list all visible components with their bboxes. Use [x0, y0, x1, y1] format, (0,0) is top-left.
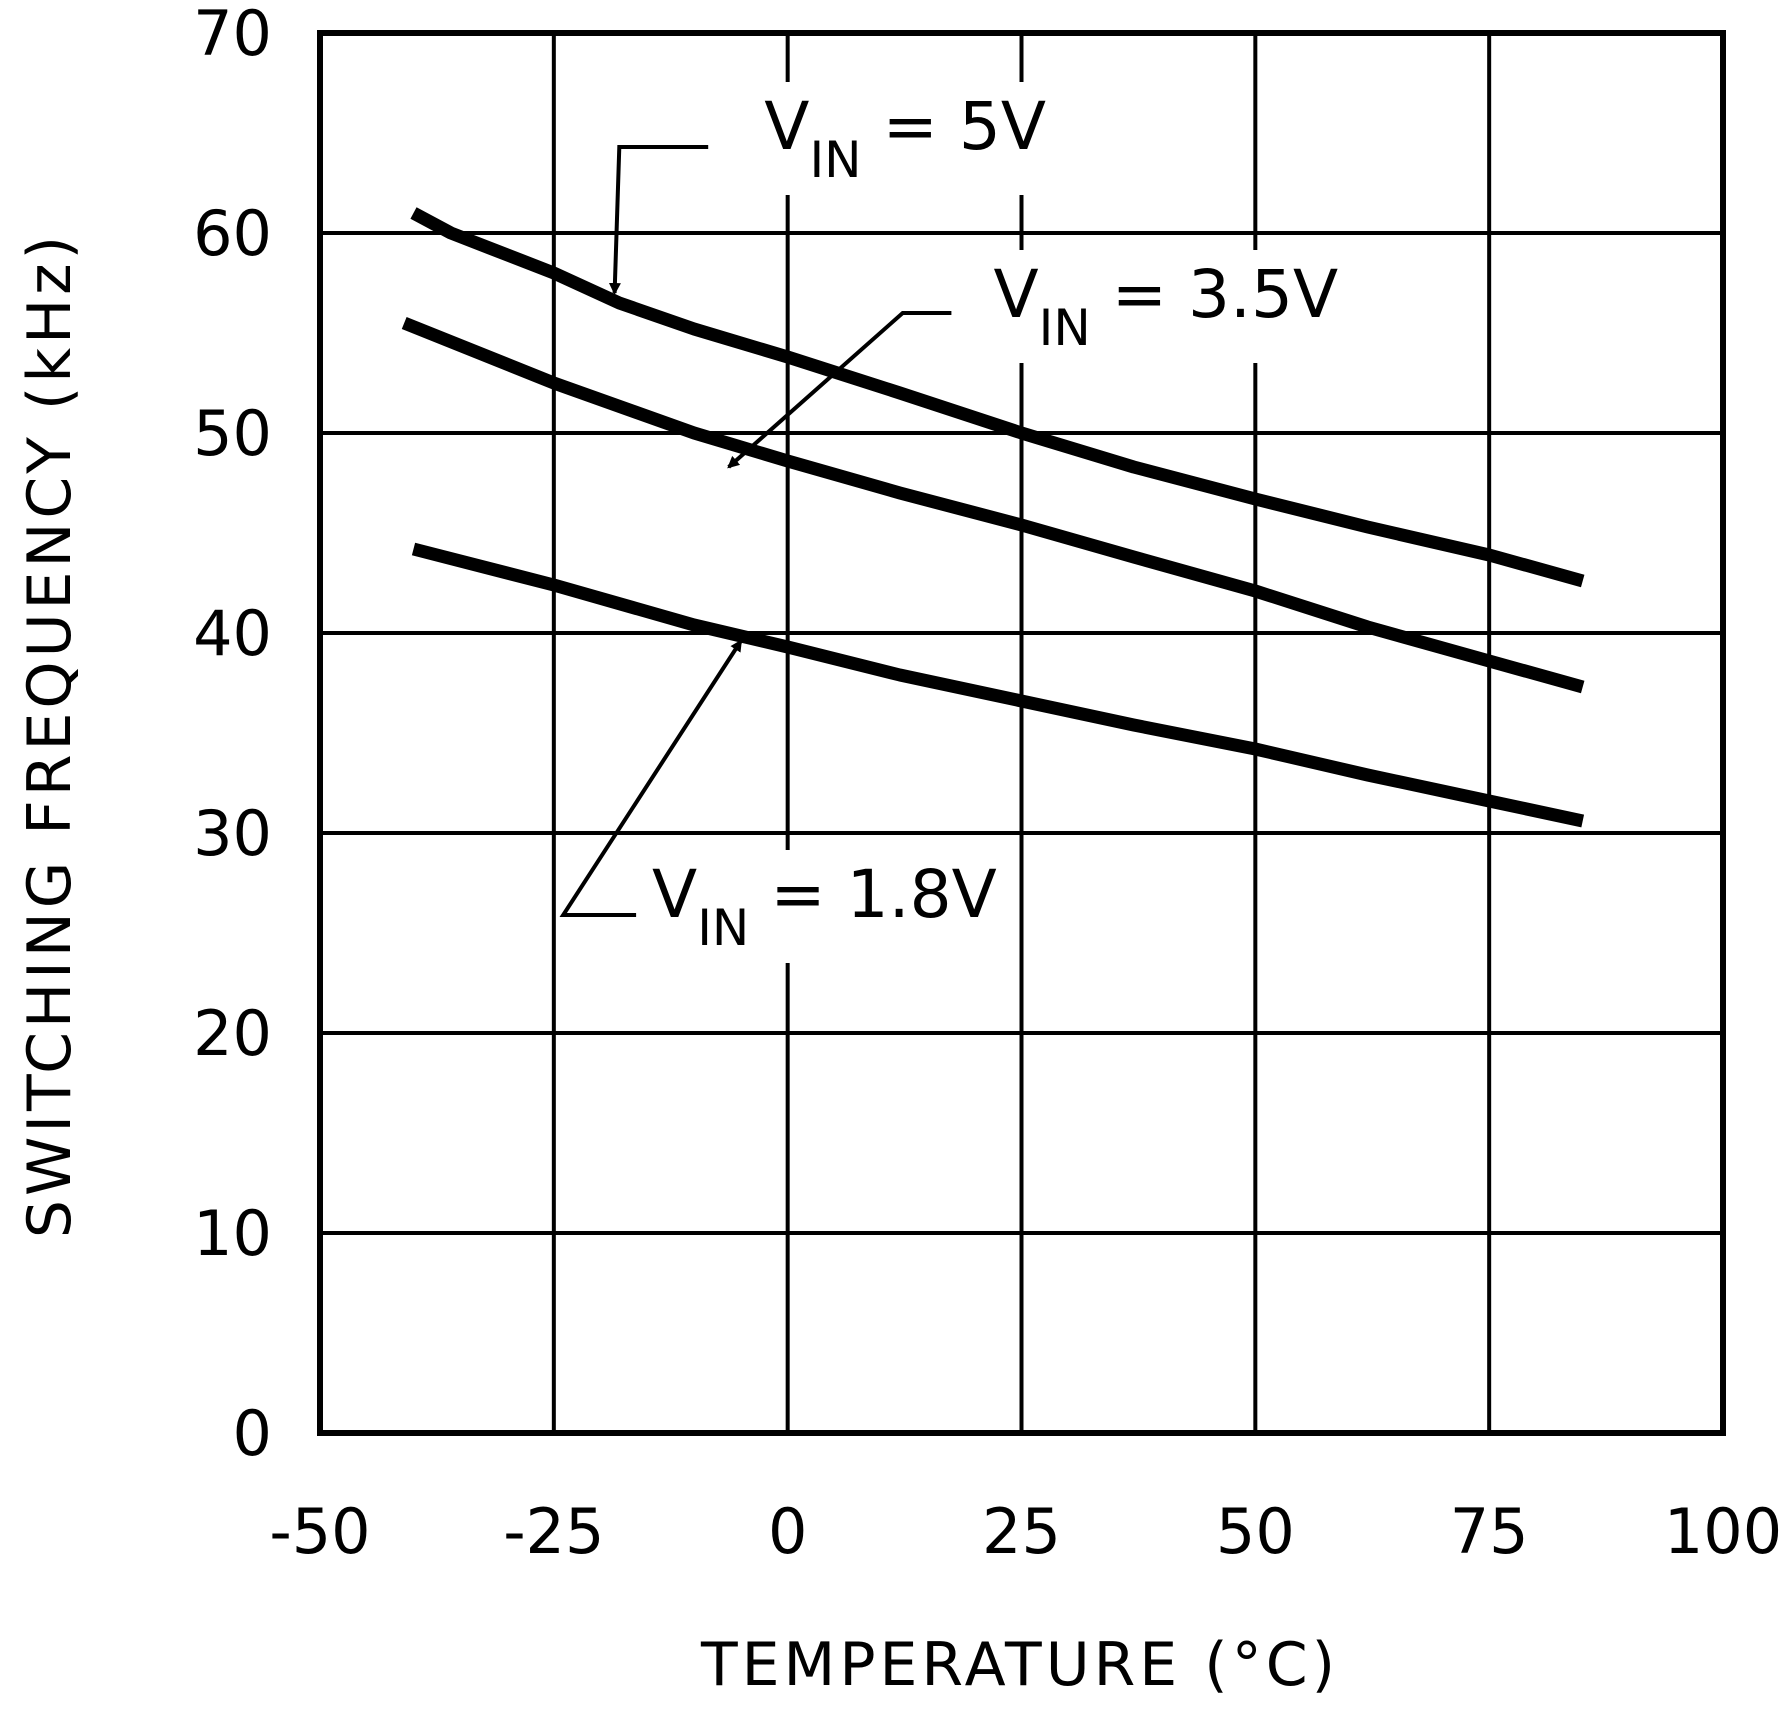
x-tick-label: 100: [1664, 1495, 1779, 1568]
x-axis-title: TEMPERATURE (°C): [700, 1630, 1339, 1700]
series-lines: [401, 207, 1585, 828]
y-tick-label: 10: [193, 1197, 272, 1270]
y-tick-label: 70: [193, 0, 272, 70]
y-tick-label: 50: [193, 397, 272, 470]
annotation-label-bg: [750, 82, 1061, 195]
x-tick-label: 50: [1216, 1495, 1295, 1568]
annotation-label: VIN = 5V: [764, 88, 1046, 189]
y-tick-labels: 0 10 20 30 40 50 60 70: [193, 0, 272, 1470]
annotation-arrow: [559, 639, 743, 917]
y-tick-label: 30: [193, 797, 272, 870]
annotation-label-bg: [638, 850, 1011, 963]
annotations: VIN = 5V VIN = 3.5V VIN = 1.8V: [559, 82, 1353, 963]
annotation-3: VIN = 1.8V: [559, 639, 1011, 963]
x-tick-label: 75: [1450, 1495, 1529, 1568]
x-tick-label: 0: [768, 1495, 807, 1568]
y-tick-label: 0: [233, 1397, 272, 1470]
annotation-label: VIN = 1.8V: [652, 856, 997, 957]
y-axis-title: SWITCHING FREQUENCY (kHz): [15, 232, 85, 1238]
grid: [318, 31, 1725, 1435]
y-tick-label: 20: [193, 997, 272, 1070]
x-tick-labels: -50 -25 0 25 50 75 100: [269, 1495, 1779, 1568]
series-line-1: [410, 207, 1585, 588]
annotation-2: VIN = 3.5V: [727, 250, 1353, 469]
plot-frame: [317, 30, 1726, 1436]
annotation-label-bg: [979, 250, 1353, 363]
x-tick-label: -50: [269, 1495, 370, 1568]
series-line-2: [401, 316, 1585, 694]
y-tick-label: 60: [193, 197, 272, 270]
x-tick-label: 25: [982, 1495, 1061, 1568]
x-tick-label: -25: [503, 1495, 604, 1568]
series-line-3: [411, 542, 1585, 828]
y-tick-label: 40: [193, 597, 272, 670]
annotation-arrow: [727, 311, 952, 469]
annotation-arrow: [608, 145, 709, 295]
annotation-label: VIN = 3.5V: [993, 256, 1338, 357]
annotation-1: VIN = 5V: [608, 82, 1061, 295]
